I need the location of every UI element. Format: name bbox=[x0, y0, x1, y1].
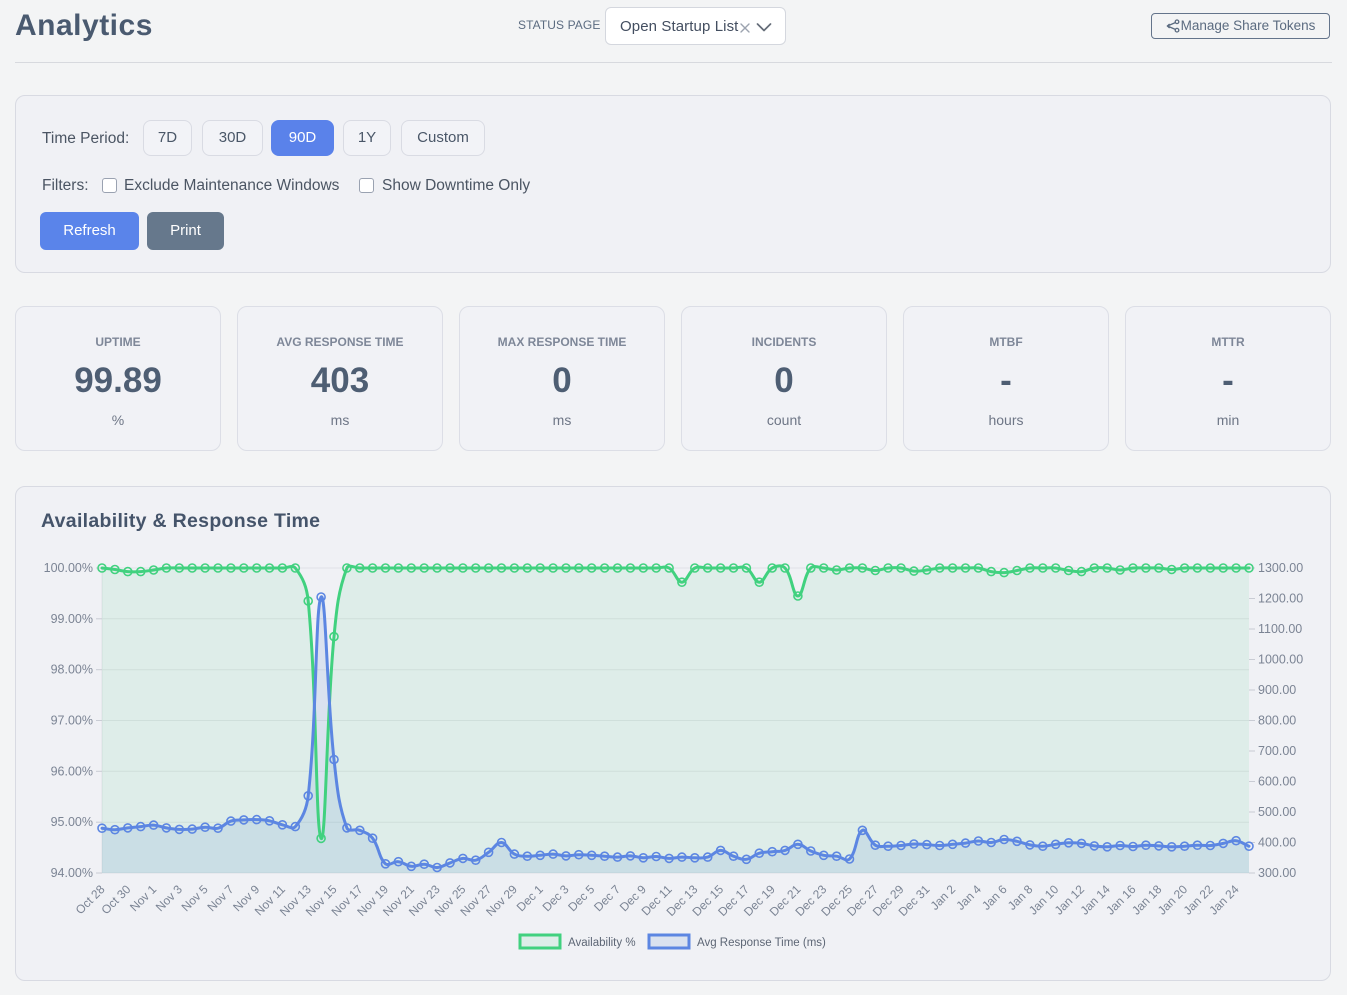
svg-text:Jan 4: Jan 4 bbox=[953, 882, 984, 913]
svg-text:Nov 7: Nov 7 bbox=[204, 882, 236, 914]
svg-text:Dec 7: Dec 7 bbox=[591, 882, 623, 914]
svg-text:96.00%: 96.00% bbox=[51, 764, 93, 778]
svg-text:1300.00: 1300.00 bbox=[1258, 561, 1303, 575]
svg-text:100.00%: 100.00% bbox=[44, 561, 93, 575]
svg-text:95.00%: 95.00% bbox=[51, 815, 93, 829]
svg-text:97.00%: 97.00% bbox=[51, 714, 93, 728]
svg-text:Dec 3: Dec 3 bbox=[540, 882, 572, 914]
svg-text:800.00: 800.00 bbox=[1258, 714, 1296, 728]
svg-text:700.00: 700.00 bbox=[1258, 744, 1296, 758]
svg-text:Jan 6: Jan 6 bbox=[979, 882, 1010, 913]
svg-text:Dec 5: Dec 5 bbox=[565, 882, 597, 914]
svg-text:300.00: 300.00 bbox=[1258, 866, 1296, 880]
svg-text:Nov 5: Nov 5 bbox=[179, 882, 211, 914]
svg-text:600.00: 600.00 bbox=[1258, 775, 1296, 789]
svg-text:94.00%: 94.00% bbox=[51, 866, 93, 880]
svg-text:99.00%: 99.00% bbox=[51, 612, 93, 626]
svg-text:1000.00: 1000.00 bbox=[1258, 653, 1303, 667]
svg-text:Jan 24: Jan 24 bbox=[1206, 882, 1242, 918]
svg-text:98.00%: 98.00% bbox=[51, 663, 93, 677]
svg-text:Jan 2: Jan 2 bbox=[928, 882, 959, 913]
svg-text:Nov 3: Nov 3 bbox=[153, 882, 185, 914]
svg-text:Avg Response Time (ms): Avg Response Time (ms) bbox=[697, 937, 826, 949]
svg-text:1200.00: 1200.00 bbox=[1258, 592, 1303, 606]
svg-text:Dec 1: Dec 1 bbox=[514, 882, 546, 914]
svg-text:Oct 30: Oct 30 bbox=[99, 882, 134, 917]
svg-text:500.00: 500.00 bbox=[1258, 805, 1296, 819]
svg-text:400.00: 400.00 bbox=[1258, 836, 1296, 850]
svg-text:1100.00: 1100.00 bbox=[1258, 622, 1302, 636]
svg-text:Availability %: Availability % bbox=[568, 937, 636, 949]
svg-text:900.00: 900.00 bbox=[1258, 683, 1296, 697]
svg-text:Nov 1: Nov 1 bbox=[127, 882, 159, 914]
